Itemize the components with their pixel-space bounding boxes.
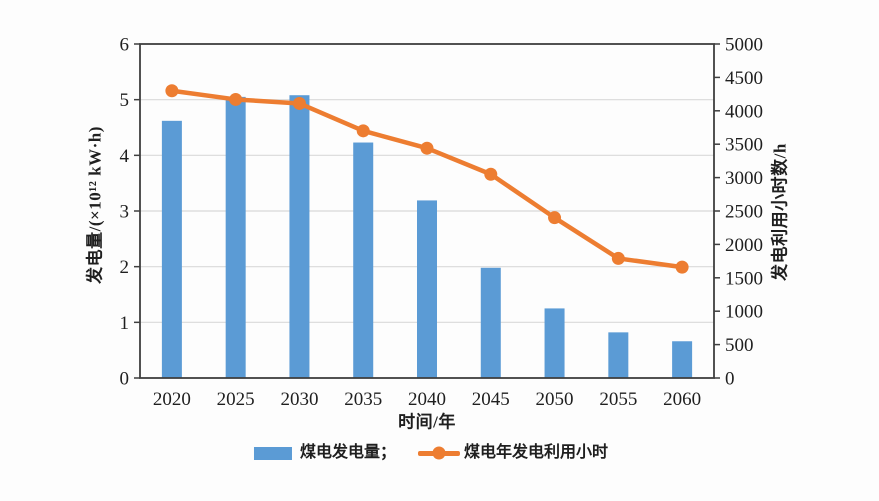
line-series-legend-label: 煤电年发电利用小时 [464, 444, 609, 461]
x-axis-tick-label: 2035 [344, 389, 382, 410]
right-axis-tick-label: 0 [725, 369, 735, 390]
x-axis-tick-label: 2030 [280, 389, 318, 410]
line-marker-2060 [675, 260, 689, 274]
left-axis-tick-label: 1 [120, 313, 130, 334]
left-axis-tick-label: 0 [120, 369, 130, 390]
line-marker-2050 [548, 211, 562, 225]
line-series-dot-icon [432, 446, 446, 460]
line-marker-2025 [229, 92, 243, 106]
right-axis-tick-label: 2500 [725, 202, 763, 223]
bar-2055 [608, 332, 629, 378]
bar-2050 [544, 308, 565, 378]
bar-2045 [480, 267, 501, 378]
line-marker-2045 [484, 167, 498, 181]
right-axis-tick-label: 5000 [725, 35, 763, 56]
left-axis-tick-label: 6 [120, 35, 130, 56]
line-marker-2035 [356, 124, 370, 138]
right-axis-tick-label: 3000 [725, 168, 763, 189]
x-axis-tick-label: 2025 [217, 389, 255, 410]
bar-2060 [672, 341, 693, 378]
line-marker-2040 [420, 141, 434, 155]
x-axis-tick-label: 2045 [472, 389, 510, 410]
right-axis-tick-label: 2000 [725, 235, 763, 256]
left-axis-tick-label: 3 [120, 202, 130, 223]
right-axis-tick-label: 4500 [725, 68, 763, 89]
x-axis-tick-label: 2020 [153, 389, 191, 410]
bar-2030 [289, 95, 310, 379]
line-series-marker-icon [418, 446, 460, 460]
right-axis-tick-label: 4000 [725, 101, 763, 122]
x-axis-tick-label: 2055 [599, 389, 637, 410]
right-axis-title: 发电利用小时数/h [770, 143, 790, 281]
bar-2040 [417, 200, 437, 378]
line-marker-2020 [165, 84, 179, 98]
bar-series-legend-label: 煤电发电量； [299, 444, 396, 461]
right-axis-tick-label: 1000 [725, 302, 763, 323]
left-axis-tick-label: 4 [120, 146, 130, 167]
left-axis-tick-label: 2 [120, 257, 130, 278]
left-axis-title: 发电量/(×10¹² kW·h) [85, 126, 105, 284]
line-marker-2055 [611, 251, 625, 265]
x-axis-tick-label: 2060 [663, 389, 701, 410]
x-axis-tick-label: 2040 [408, 389, 446, 410]
bar-2035 [353, 142, 374, 378]
right-axis-tick-label: 1500 [725, 268, 763, 289]
bar-series-swatch-icon [253, 446, 292, 460]
line-marker-2030 [292, 96, 306, 110]
right-axis-tick-label: 500 [725, 335, 754, 356]
bar-2020 [161, 120, 182, 378]
x-axis-tick-label: 2050 [536, 389, 574, 410]
left-axis-tick-label: 5 [120, 90, 130, 111]
x-axis-title: 时间/年 [398, 412, 456, 432]
bar-2025 [225, 96, 246, 378]
right-axis-tick-label: 3500 [725, 135, 763, 156]
legend: 煤电发电量； 煤电年发电利用小时 [253, 444, 609, 461]
